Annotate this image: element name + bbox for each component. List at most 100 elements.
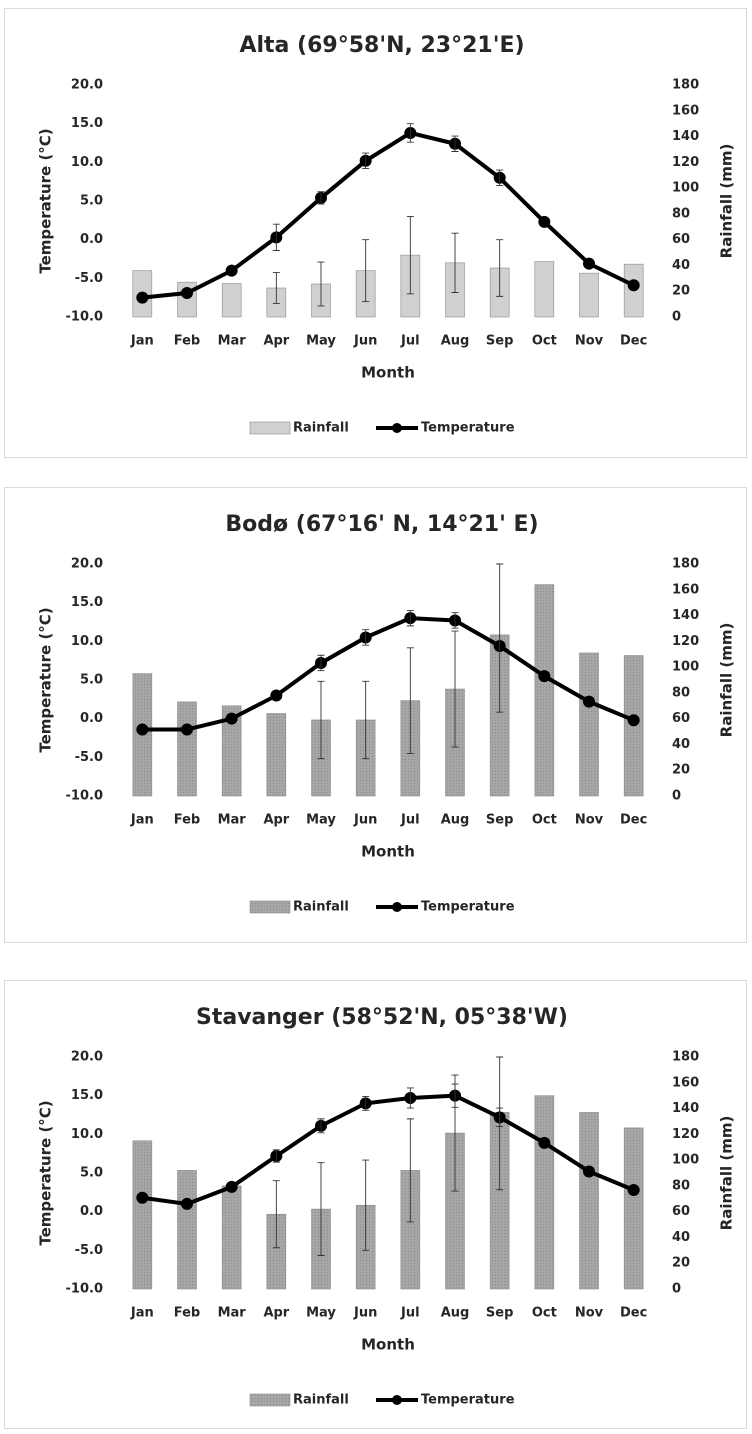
y-tick-label: -10.0	[66, 1282, 103, 1297]
point	[270, 689, 283, 702]
x-tick-label: Oct	[532, 334, 557, 349]
legend-swatch	[249, 900, 291, 914]
y-tick-label: 10.0	[71, 155, 103, 170]
x-tick-label: Nov	[575, 1306, 604, 1321]
y-tick-label: 20.0	[71, 78, 103, 93]
error-bar	[406, 609, 414, 627]
x-tick-label: Apr	[263, 1306, 289, 1321]
x-tick-label: Jun	[353, 334, 377, 349]
y2-tick-label: 80	[672, 206, 690, 221]
y2-tick-label: 0	[672, 310, 681, 325]
error-bar	[317, 261, 325, 307]
bar	[132, 1140, 153, 1290]
y2-tick-label: 100	[672, 1153, 699, 1168]
bar	[579, 272, 599, 318]
chart-title: Bodø (67°16' N, 14°21' E)	[225, 512, 538, 537]
error-bar	[317, 191, 325, 205]
temperature-line	[142, 130, 635, 300]
y2-tick-label: 40	[672, 1230, 690, 1245]
y-tick-label: 20.0	[71, 1050, 103, 1065]
y2-axis-title: Rainfall (mm)	[718, 144, 736, 259]
x-tick-label: Dec	[620, 813, 647, 828]
legend-label: Temperature	[421, 1393, 515, 1408]
legend-label: Temperature	[421, 900, 515, 915]
point	[627, 714, 640, 727]
point	[627, 279, 640, 292]
bar	[534, 261, 555, 318]
x-tick-label: Aug	[441, 1306, 470, 1321]
x-tick-label: Feb	[174, 334, 200, 349]
legend-label: Rainfall	[293, 1393, 349, 1408]
y2-tick-label: 20	[672, 1256, 690, 1271]
y-tick-label: 0.0	[80, 1204, 103, 1219]
bar	[177, 701, 197, 797]
bar	[534, 1095, 555, 1290]
x-tick-label: Feb	[174, 813, 200, 828]
y2-tick-label: 180	[672, 557, 699, 572]
y2-tick-label: 160	[672, 103, 699, 118]
point	[538, 215, 551, 228]
x-tick-label: Sep	[486, 813, 514, 828]
y2-tick-label: 160	[672, 1075, 699, 1090]
error-bar	[451, 1083, 459, 1108]
x-tick-label: Mar	[218, 334, 247, 349]
x-tick-label: Oct	[532, 813, 557, 828]
y2-tick-label: 120	[672, 155, 699, 170]
error-bar	[317, 1118, 325, 1134]
chart-title: Alta (69°58'N, 23°21'E)	[239, 33, 524, 58]
legend-swatch	[249, 1393, 291, 1407]
legend-dot	[392, 902, 402, 912]
y2-tick-label: 160	[672, 582, 699, 597]
error-bar	[362, 152, 370, 169]
error-bar	[496, 169, 504, 186]
x-axis-title: Month	[361, 843, 415, 861]
y2-tick-label: 60	[672, 232, 690, 247]
x-tick-label: Apr	[263, 334, 289, 349]
x-tick-label: Sep	[486, 334, 514, 349]
point	[538, 1136, 551, 1149]
x-tick-label: Jan	[130, 334, 154, 349]
y-tick-label: 0.0	[80, 232, 103, 247]
error-bar	[406, 1118, 414, 1223]
y-tick-label: -5.0	[75, 750, 103, 765]
y-tick-label: 10.0	[71, 1127, 103, 1142]
x-tick-label: May	[306, 813, 336, 828]
point	[225, 712, 238, 725]
x-tick-label: Feb	[174, 1306, 200, 1321]
point	[181, 723, 193, 736]
temperature-line	[142, 1093, 635, 1206]
x-tick-label: Jan	[130, 813, 154, 828]
x-tick-label: Nov	[575, 813, 604, 828]
point	[225, 1180, 238, 1193]
point	[583, 257, 595, 270]
y2-tick-label: 20	[672, 284, 690, 299]
error-bar	[362, 239, 370, 302]
bar	[221, 1185, 242, 1290]
point	[583, 695, 595, 708]
y-tick-label: 5.0	[80, 1166, 103, 1181]
point	[136, 723, 149, 736]
bar	[266, 713, 287, 797]
x-axis-title: Month	[361, 1336, 415, 1354]
y2-tick-label: 180	[672, 1050, 699, 1065]
y-tick-label: -5.0	[75, 1243, 103, 1258]
y-tick-label: -5.0	[75, 271, 103, 286]
error-bar	[496, 1107, 504, 1128]
bar	[221, 705, 242, 797]
x-tick-label: Jul	[400, 1306, 420, 1321]
error-bar	[362, 629, 370, 646]
x-tick-label: Dec	[620, 1306, 647, 1321]
point	[136, 291, 149, 304]
error-bar	[317, 1162, 325, 1256]
legend-swatch	[249, 421, 291, 435]
y-tick-label: 5.0	[80, 194, 103, 209]
y2-tick-label: 100	[672, 181, 699, 196]
point	[583, 1165, 595, 1178]
bar	[579, 1112, 599, 1290]
error-bar	[406, 216, 414, 295]
x-tick-label: Jul	[400, 334, 420, 349]
y-tick-label: 0.0	[80, 711, 103, 726]
legend-dot	[392, 1395, 402, 1405]
y2-tick-label: 60	[672, 711, 690, 726]
